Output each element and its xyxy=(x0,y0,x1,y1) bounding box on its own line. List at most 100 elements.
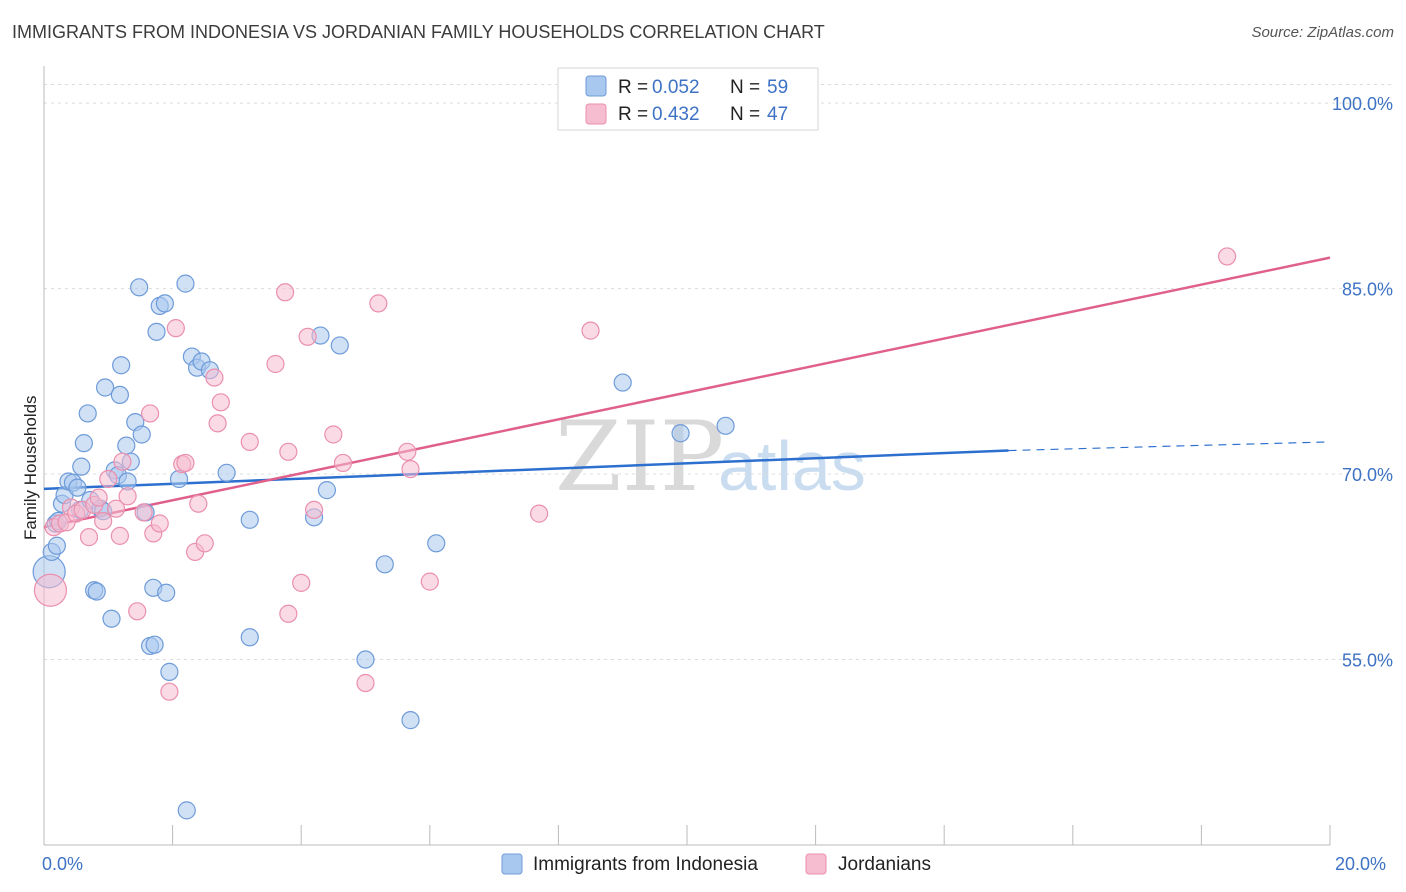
point-jordanians xyxy=(113,452,132,471)
point-indonesia xyxy=(169,469,189,489)
gridlines xyxy=(44,84,1395,661)
point-jordanians xyxy=(240,432,259,451)
point-indonesia xyxy=(427,534,446,553)
y-tick-labels: 55.0% 70.0% 85.0% 100.0% xyxy=(1332,94,1393,670)
point-jordanians xyxy=(298,327,317,346)
point-jordanians xyxy=(304,500,324,520)
y-tick-label: 85.0% xyxy=(1342,280,1393,300)
point-jordanians xyxy=(333,453,353,473)
point-jordanians xyxy=(118,487,137,506)
point-jordanians xyxy=(99,469,118,489)
axes xyxy=(43,66,1331,846)
point-indonesia xyxy=(217,463,236,482)
point-jordanians xyxy=(420,572,439,591)
point-indonesia xyxy=(78,404,97,423)
x-tick-label-max: 20.0% xyxy=(1335,854,1386,874)
point-jordanians xyxy=(205,368,224,387)
point-indonesia xyxy=(145,635,164,654)
point-jordanians xyxy=(140,404,160,423)
point-jordanians xyxy=(89,488,108,507)
point-jordanians xyxy=(279,604,298,623)
point-indonesia xyxy=(130,278,149,297)
point-indonesia xyxy=(401,711,420,730)
legend-n-label-1: N = xyxy=(730,77,760,98)
trend-lines xyxy=(43,256,1331,529)
y-tick-label: 70.0% xyxy=(1342,465,1393,485)
point-jordanians xyxy=(266,354,285,374)
point-jordanians xyxy=(94,511,113,531)
point-jordanians xyxy=(208,414,227,433)
point-jordanians xyxy=(166,319,185,338)
trend-line-indonesia xyxy=(43,449,1009,491)
series-legend-label-indonesia: Immigrants from Indonesia xyxy=(533,854,758,875)
legend-n-label-2: N = xyxy=(730,104,760,125)
point-indonesia xyxy=(671,424,690,443)
point-indonesia xyxy=(155,294,174,313)
legend-r-label-2: R = xyxy=(618,104,648,125)
watermark-atlas: atlas xyxy=(718,427,866,505)
point-jordanians xyxy=(110,526,129,545)
point-indonesia xyxy=(356,650,375,669)
legend-n-value-2: 47 xyxy=(767,104,788,125)
point-jordanians xyxy=(160,682,179,701)
point-jordanians xyxy=(134,503,153,522)
y-axis-label: Family Households xyxy=(21,395,40,540)
point-jordanians xyxy=(211,393,230,412)
chart-title: IMMIGRANTS FROM INDONESIA VS JORDANIAN F… xyxy=(12,22,825,42)
legend-r-label-1: R = xyxy=(618,77,648,98)
point-jordanians xyxy=(356,673,375,693)
point-indonesia xyxy=(102,609,121,628)
point-jordanians xyxy=(33,573,68,607)
point-indonesia xyxy=(95,378,115,397)
point-indonesia xyxy=(68,478,87,497)
point-indonesia xyxy=(72,457,91,476)
point-indonesia xyxy=(117,436,136,455)
stats-legend: R = 0.052 N = 59 R = 0.432 N = 47 xyxy=(557,67,819,131)
series-legend-swatch-indonesia xyxy=(501,853,523,875)
point-indonesia xyxy=(132,425,151,444)
point-jordanians xyxy=(150,514,169,533)
series-legend-label-jordanians: Jordanians xyxy=(838,854,931,875)
x-tick-label-min: 0.0% xyxy=(42,854,83,874)
y-tick-label: 55.0% xyxy=(1342,651,1393,671)
point-jordanians xyxy=(398,442,417,461)
point-indonesia xyxy=(613,373,632,392)
point-jordanians xyxy=(195,534,214,553)
point-jordanians xyxy=(401,460,420,479)
point-jordanians xyxy=(176,453,195,473)
point-indonesia xyxy=(87,582,106,601)
point-indonesia xyxy=(176,274,195,293)
legend-n-value-1: 59 xyxy=(767,77,788,98)
chart-source: Source: ZipAtlas.com xyxy=(1251,24,1394,41)
trend-line-jordanians xyxy=(43,256,1331,529)
point-jordanians xyxy=(189,494,208,513)
legend-r-value-2: 0.432 xyxy=(652,104,700,125)
point-jordanians xyxy=(292,573,311,592)
point-jordanians xyxy=(106,499,126,518)
data-points xyxy=(32,247,1237,820)
point-indonesia xyxy=(74,434,93,453)
point-jordanians xyxy=(1218,247,1237,266)
point-jordanians xyxy=(128,602,147,621)
point-indonesia xyxy=(110,385,129,405)
point-jordanians xyxy=(324,425,343,444)
point-indonesia xyxy=(240,628,259,647)
legend-swatch-jordanians xyxy=(585,103,607,125)
point-jordanians xyxy=(276,283,295,302)
series-legend-swatch-jordanians xyxy=(805,853,827,875)
point-indonesia xyxy=(47,536,66,555)
point-indonesia xyxy=(375,555,394,574)
watermark-zip: ZIP xyxy=(555,401,724,513)
point-jordanians xyxy=(530,504,549,523)
y-tick-label: 100.0% xyxy=(1332,94,1393,114)
legend-swatch-indonesia xyxy=(585,75,607,97)
point-jordanians xyxy=(279,442,298,461)
point-indonesia xyxy=(157,583,176,602)
point-indonesia xyxy=(330,336,349,355)
trend-line-indonesia-extension xyxy=(1008,441,1331,452)
legend-r-value-1: 0.052 xyxy=(652,77,700,98)
point-indonesia xyxy=(177,801,196,820)
point-jordanians xyxy=(369,294,388,313)
point-indonesia xyxy=(317,481,337,500)
